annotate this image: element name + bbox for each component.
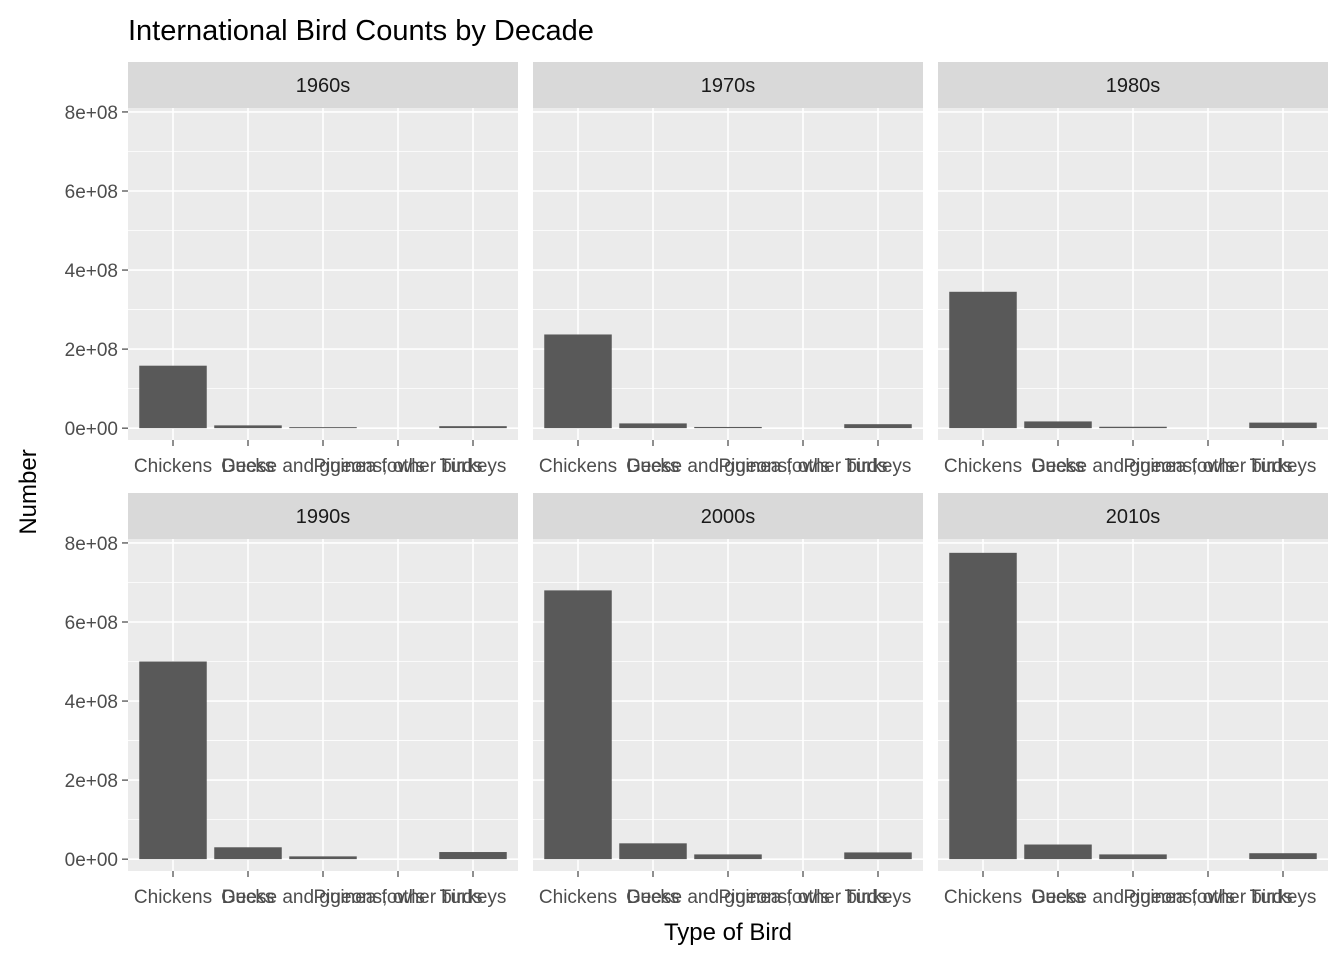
x-tick-label: Chickens bbox=[134, 887, 212, 908]
bar-ducks bbox=[214, 847, 282, 860]
bar-turkeys bbox=[439, 426, 507, 429]
bar-geese-and-guinea-fowls bbox=[289, 856, 357, 860]
x-tick-label: Ducks bbox=[222, 456, 275, 477]
x-tick-label: Chickens bbox=[944, 456, 1022, 477]
x-tick-label: Turkeys bbox=[845, 887, 912, 908]
bar-chickens bbox=[139, 661, 207, 860]
facet-strip bbox=[128, 62, 518, 108]
y-tick-label: 2e+08 bbox=[65, 340, 118, 361]
bar-chickens bbox=[139, 365, 207, 429]
facet-strip-label: 2010s bbox=[1106, 506, 1161, 528]
x-tick-label: Ducks bbox=[222, 887, 275, 908]
x-tick-label: Chickens bbox=[944, 887, 1022, 908]
bar-chickens bbox=[949, 552, 1017, 860]
facet-strip-label: 1990s bbox=[296, 506, 351, 528]
bar-geese-and-guinea-fowls bbox=[694, 854, 762, 860]
bar-ducks bbox=[619, 423, 687, 429]
bar-chickens bbox=[544, 334, 612, 429]
x-tick-label: Turkeys bbox=[1250, 887, 1317, 908]
x-tick-label: Pigeons, other birds bbox=[314, 887, 483, 908]
x-tick-label: Turkeys bbox=[440, 887, 507, 908]
x-tick-label: Chickens bbox=[539, 887, 617, 908]
facet-strip bbox=[938, 493, 1328, 539]
bar-geese-and-guinea-fowls bbox=[694, 426, 762, 429]
x-tick-label: Chickens bbox=[134, 456, 212, 477]
bar-ducks bbox=[214, 425, 282, 429]
facet-strip-label: 1980s bbox=[1106, 75, 1161, 97]
bar-geese-and-guinea-fowls bbox=[1099, 854, 1167, 860]
facet-strip bbox=[938, 62, 1328, 108]
y-tick-label: 8e+08 bbox=[65, 103, 118, 124]
facet-strip bbox=[533, 493, 923, 539]
facet-strip-label: 1970s bbox=[701, 75, 756, 97]
bar-chickens bbox=[949, 291, 1017, 429]
bar-ducks bbox=[1024, 844, 1092, 860]
y-tick-label: 0e+00 bbox=[65, 419, 118, 440]
x-tick-label: Turkeys bbox=[845, 456, 912, 477]
x-tick-label: Pigeons, other birds bbox=[719, 887, 888, 908]
y-tick-label: 0e+00 bbox=[65, 850, 118, 871]
bar-chickens bbox=[544, 590, 612, 860]
x-tick-label: Geese and guinea fowls bbox=[626, 887, 830, 908]
x-tick-label: Geese and guinea fowls bbox=[221, 456, 425, 477]
x-tick-label: Ducks bbox=[627, 456, 680, 477]
bar-turkeys bbox=[1249, 422, 1317, 429]
facet-strip bbox=[533, 62, 923, 108]
x-tick-label: Ducks bbox=[1032, 456, 1085, 477]
chart-title: International Bird Counts by Decade bbox=[128, 15, 594, 47]
y-tick-label: 4e+08 bbox=[65, 261, 118, 282]
y-tick-label: 6e+08 bbox=[65, 613, 118, 634]
x-tick-label: Geese and guinea fowls bbox=[1031, 887, 1235, 908]
bar-turkeys bbox=[844, 852, 912, 860]
x-tick-label: Geese and guinea fowls bbox=[221, 887, 425, 908]
x-tick-label: Pigeons, other birds bbox=[1124, 456, 1293, 477]
y-tick-label: 4e+08 bbox=[65, 692, 118, 713]
facet-strip bbox=[128, 493, 518, 539]
x-tick-label: Chickens bbox=[539, 456, 617, 477]
x-tick-label: Turkeys bbox=[1250, 456, 1317, 477]
x-tick-label: Ducks bbox=[1032, 887, 1085, 908]
x-tick-label: Pigeons, other birds bbox=[719, 456, 888, 477]
y-axis-title: Number bbox=[15, 449, 42, 534]
x-tick-label: Geese and guinea fowls bbox=[1031, 456, 1235, 477]
x-axis-title: Type of Bird bbox=[664, 919, 792, 946]
bar-turkeys bbox=[1249, 853, 1317, 860]
bar-geese-and-guinea-fowls bbox=[1099, 426, 1167, 429]
facet-strip-label: 2000s bbox=[701, 506, 756, 528]
y-tick-label: 2e+08 bbox=[65, 771, 118, 792]
x-tick-label: Ducks bbox=[627, 887, 680, 908]
x-tick-label: Pigeons, other birds bbox=[1124, 887, 1293, 908]
y-tick-label: 6e+08 bbox=[65, 182, 118, 203]
x-tick-label: Geese and guinea fowls bbox=[626, 456, 830, 477]
y-tick-label: 8e+08 bbox=[65, 534, 118, 555]
facet-strip-label: 1960s bbox=[296, 75, 351, 97]
bar-ducks bbox=[1024, 421, 1092, 429]
bar-ducks bbox=[619, 843, 687, 860]
bar-turkeys bbox=[439, 852, 507, 860]
x-tick-label: Pigeons, other birds bbox=[314, 456, 483, 477]
bar-turkeys bbox=[844, 424, 912, 429]
x-tick-label: Turkeys bbox=[440, 456, 507, 477]
bar-geese-and-guinea-fowls bbox=[289, 427, 357, 429]
